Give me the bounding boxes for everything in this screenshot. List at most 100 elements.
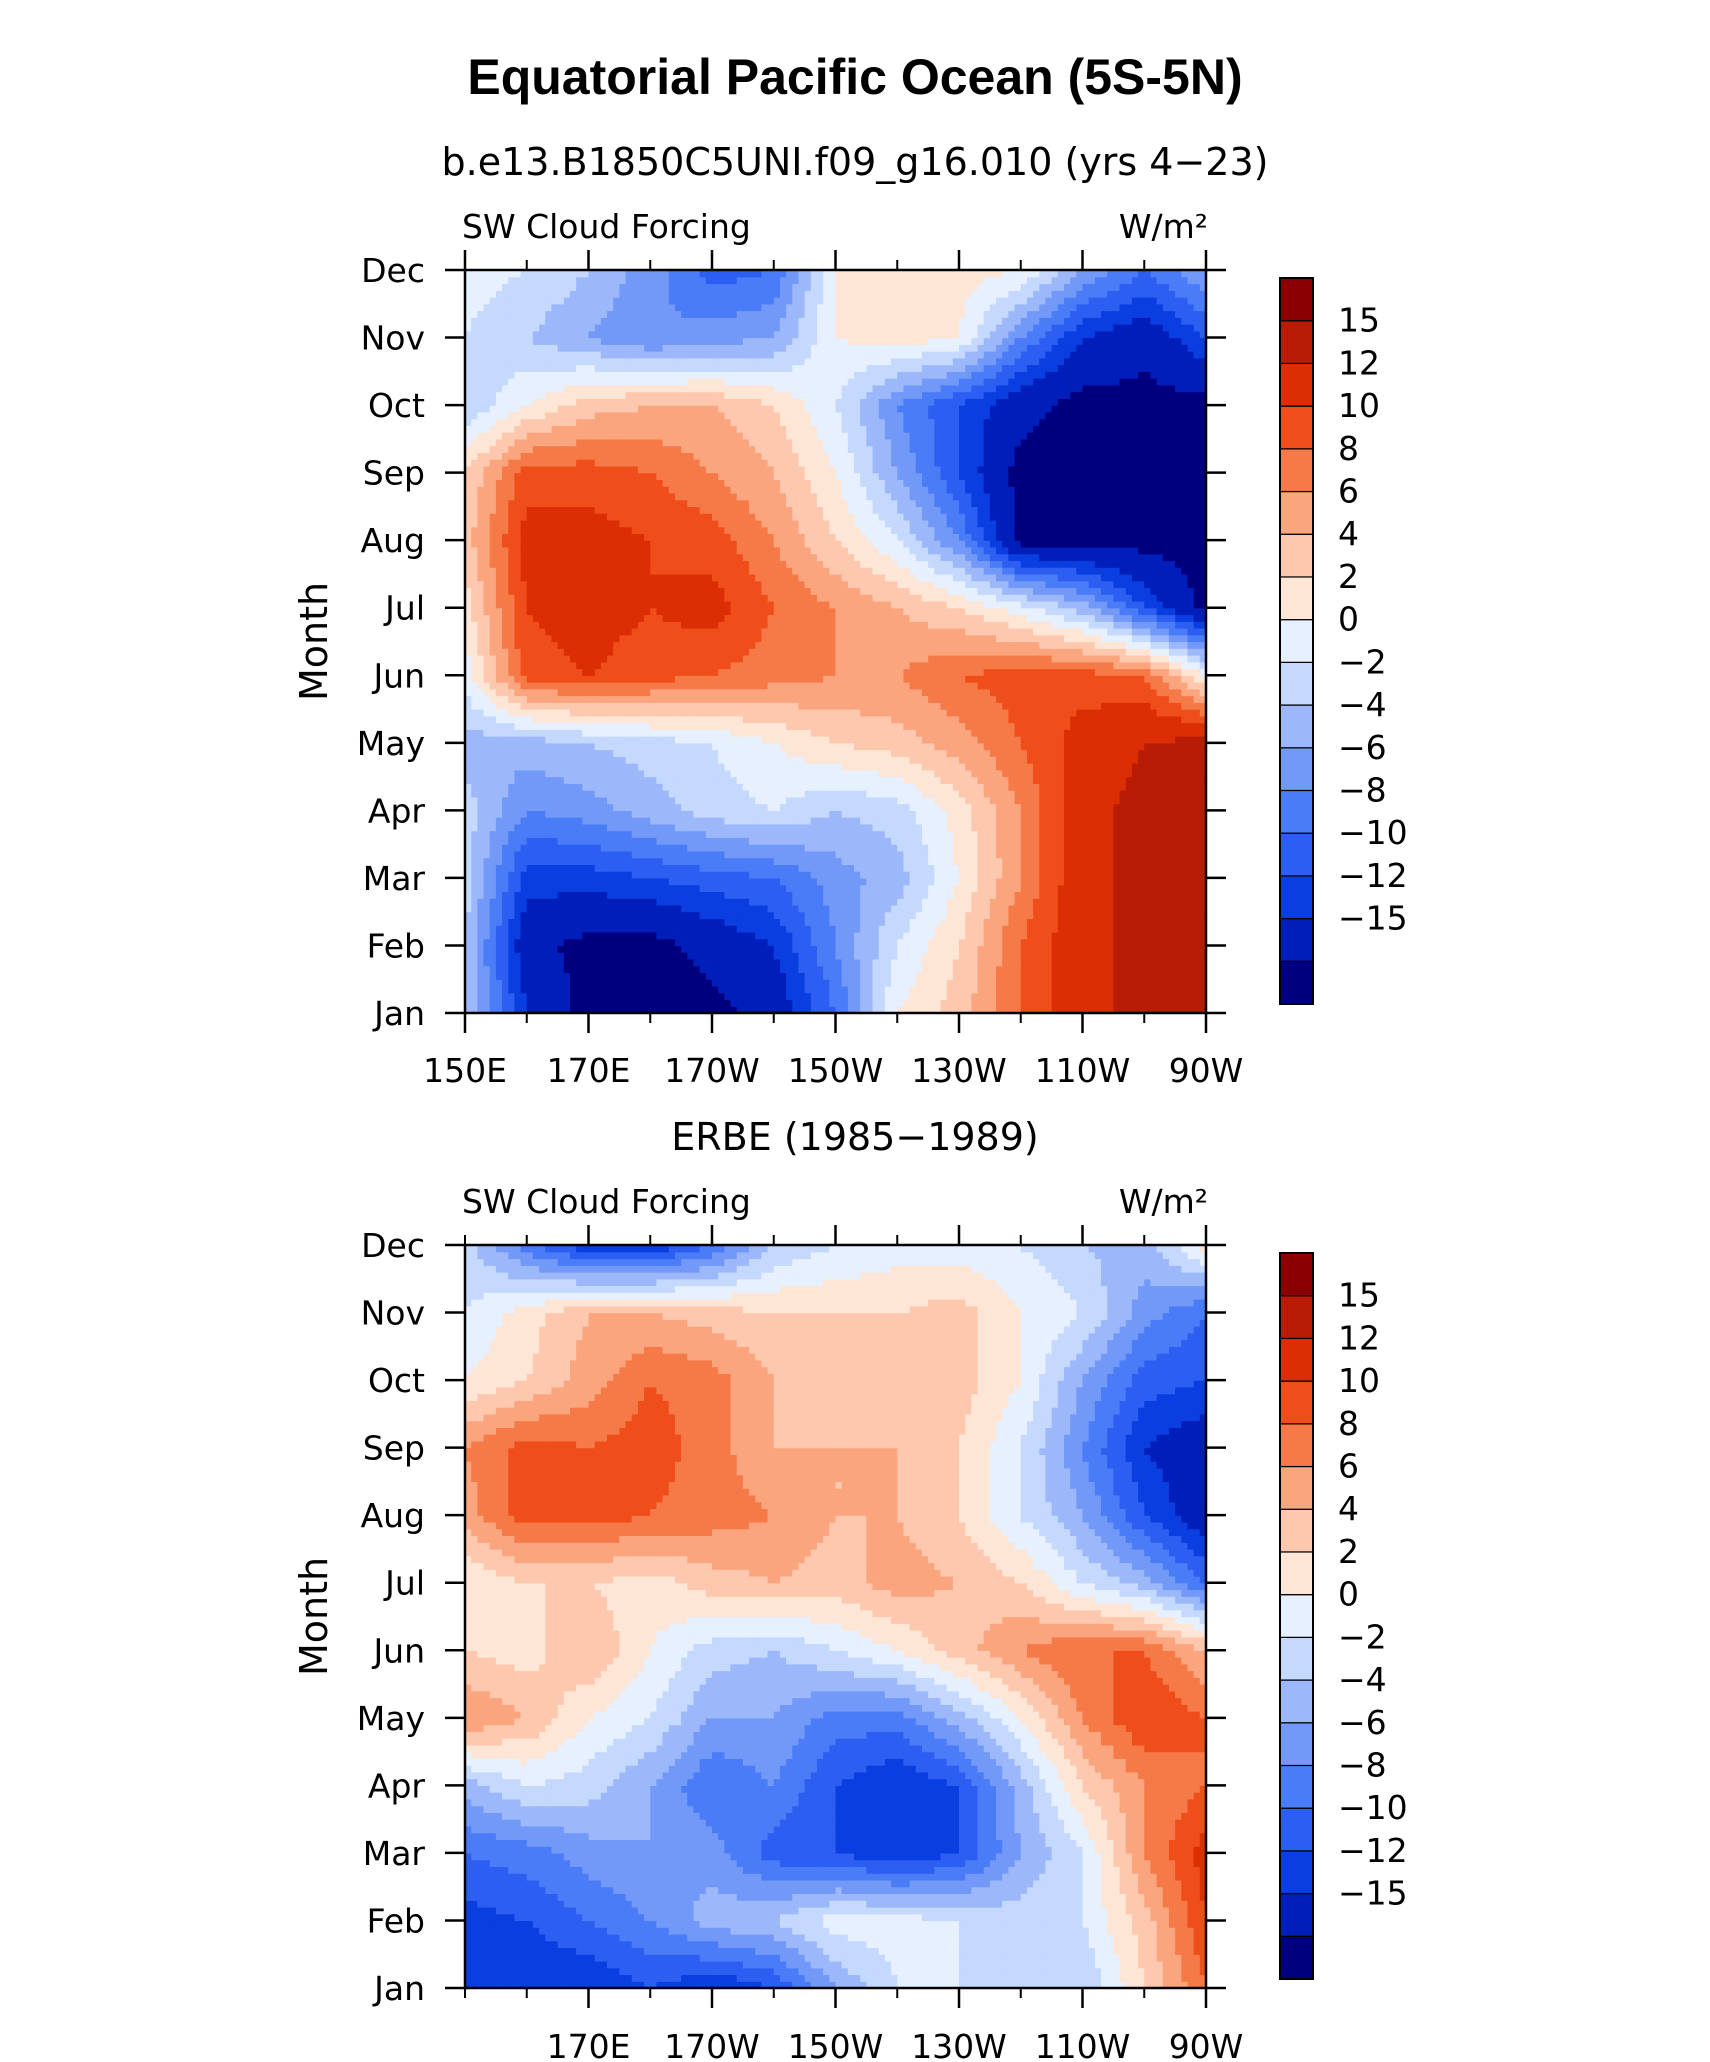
heatmap-cell bbox=[514, 952, 522, 960]
heatmap-cell bbox=[959, 938, 966, 947]
heatmap-cell bbox=[965, 877, 972, 886]
heatmap-cell bbox=[588, 769, 596, 778]
heatmap-cell bbox=[644, 803, 651, 811]
heatmap-cell bbox=[1082, 938, 1090, 947]
heatmap-cell bbox=[551, 830, 559, 838]
heatmap-cell bbox=[816, 844, 824, 852]
heatmap-cell bbox=[989, 898, 997, 906]
heatmap-cell bbox=[730, 837, 738, 845]
heatmap-cell bbox=[489, 803, 497, 811]
heatmap-cell bbox=[854, 823, 861, 832]
heatmap-cell bbox=[1026, 837, 1034, 845]
heatmap-cell bbox=[693, 790, 701, 798]
heatmap-cell bbox=[594, 830, 602, 838]
heatmap-cell bbox=[730, 972, 738, 980]
heatmap-cell bbox=[650, 796, 658, 805]
heatmap-cell bbox=[921, 1006, 929, 1013]
heatmap-cell bbox=[637, 965, 645, 974]
heatmap-cell bbox=[915, 918, 923, 926]
heatmap-cell bbox=[884, 857, 892, 865]
heatmap-cell bbox=[520, 931, 528, 940]
heatmap-cell bbox=[687, 742, 695, 751]
heatmap-cell bbox=[551, 749, 559, 757]
heatmap-cell bbox=[977, 756, 985, 764]
heatmap-cell bbox=[1063, 1006, 1071, 1013]
heatmap-cell bbox=[1076, 958, 1084, 967]
heatmap-cell bbox=[1094, 992, 1102, 1001]
heatmap-cell bbox=[915, 817, 923, 825]
heatmap-cell bbox=[971, 844, 979, 852]
heatmap-cell bbox=[773, 844, 781, 852]
heatmap-cell bbox=[983, 999, 991, 1007]
heatmap-cell bbox=[915, 898, 923, 906]
heatmap-cell bbox=[897, 965, 905, 974]
heatmap-cell bbox=[1088, 857, 1096, 865]
heatmap-cell bbox=[662, 877, 670, 886]
heatmap-cell bbox=[1162, 857, 1170, 865]
heatmap-cell bbox=[829, 823, 837, 832]
heatmap-cell bbox=[1107, 857, 1114, 865]
heatmap-cell bbox=[1168, 783, 1176, 791]
heatmap-cell bbox=[1193, 999, 1201, 1007]
heatmap-cell bbox=[1175, 790, 1182, 798]
heatmap-cell bbox=[1119, 790, 1127, 798]
heatmap-cell bbox=[903, 810, 911, 818]
heatmap-cell bbox=[1088, 864, 1096, 872]
heatmap-cell bbox=[693, 742, 701, 751]
heatmap-cell bbox=[724, 911, 732, 920]
heatmap-cell bbox=[557, 952, 565, 960]
heatmap-cell bbox=[1125, 823, 1133, 832]
heatmap-cell bbox=[983, 1006, 991, 1013]
heatmap-cell bbox=[761, 925, 769, 933]
heatmap-cell bbox=[952, 884, 960, 893]
heatmap-cell bbox=[977, 911, 985, 920]
heatmap-cell bbox=[526, 837, 534, 845]
heatmap-cell bbox=[631, 999, 639, 1007]
heatmap-cell bbox=[699, 985, 707, 994]
heatmap-cell bbox=[921, 945, 929, 953]
heatmap-cell bbox=[835, 736, 843, 744]
heatmap-cell bbox=[674, 736, 682, 744]
heatmap-cell bbox=[563, 999, 571, 1007]
heatmap-cell bbox=[1131, 823, 1139, 832]
heatmap-cell bbox=[884, 756, 892, 764]
heatmap-cell bbox=[625, 783, 633, 791]
heatmap-cell bbox=[1014, 796, 1022, 805]
heatmap-cell bbox=[1187, 864, 1195, 872]
heatmap-cell bbox=[508, 837, 515, 845]
heatmap-cell bbox=[576, 844, 583, 852]
heatmap-cell bbox=[1002, 1006, 1009, 1013]
heatmap-cell bbox=[767, 925, 775, 933]
heatmap-cell bbox=[477, 972, 485, 980]
heatmap-cell bbox=[1063, 776, 1071, 784]
heatmap-cell bbox=[489, 911, 497, 920]
heatmap-cell bbox=[613, 884, 620, 893]
heatmap-cell bbox=[1063, 884, 1071, 893]
heatmap-cell bbox=[1181, 796, 1189, 805]
heatmap-cell bbox=[557, 904, 565, 913]
heatmap-cell bbox=[656, 871, 664, 879]
heatmap-cell bbox=[742, 985, 750, 994]
heatmap-cell bbox=[594, 891, 602, 899]
heatmap-cell bbox=[934, 945, 942, 953]
heatmap-cell bbox=[952, 958, 960, 967]
heatmap-cell bbox=[1033, 925, 1040, 933]
heatmap-cell bbox=[1181, 992, 1189, 1001]
heatmap-cell bbox=[674, 999, 682, 1007]
heatmap-cell bbox=[502, 776, 509, 784]
heatmap-cell bbox=[724, 965, 732, 974]
heatmap-cell bbox=[699, 958, 707, 967]
heatmap-cell bbox=[1008, 931, 1016, 940]
heatmap-cell bbox=[891, 810, 898, 818]
heatmap-cell bbox=[816, 736, 824, 744]
heatmap-cell bbox=[674, 871, 682, 879]
heatmap-cell bbox=[1181, 756, 1189, 764]
heatmap-cell bbox=[1045, 985, 1053, 994]
heatmap-cell bbox=[1082, 837, 1090, 845]
heatmap-cell bbox=[668, 790, 676, 798]
heatmap-cell bbox=[637, 810, 645, 818]
heatmap-cell bbox=[921, 918, 929, 926]
heatmap-cell bbox=[1033, 756, 1040, 764]
heatmap-cell bbox=[915, 891, 923, 899]
heatmap-cell bbox=[786, 938, 793, 947]
